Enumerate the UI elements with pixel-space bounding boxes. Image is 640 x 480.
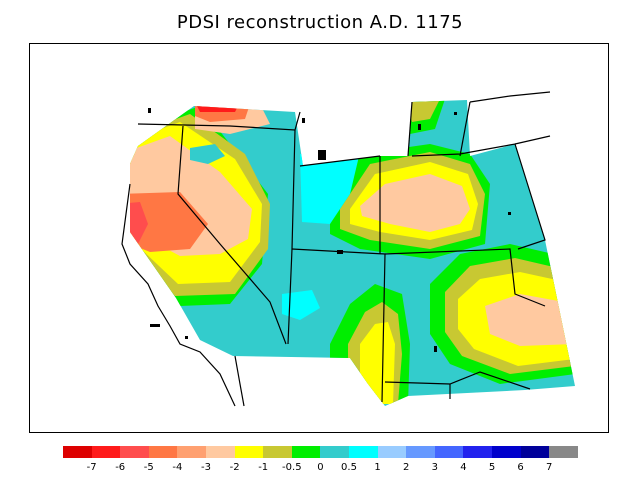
colorbar-swatch [234,446,264,458]
colorbar-swatch [406,446,436,458]
colorbar-swatch [549,446,579,458]
colorbar-swatch [177,446,207,458]
colorbar-swatch [520,446,550,458]
colorbar-tick-label: 2 [403,462,410,473]
colorbar-swatch [434,446,464,458]
colorbar-tick-label: 1 [374,462,381,473]
colorbar-swatch [91,446,121,458]
colorbar-tick-label: -0.5 [282,462,302,473]
colorbar-tick-label: -5 [143,462,154,473]
colorbar-tick-label: -6 [115,462,126,473]
colorbar-swatch [148,446,178,458]
colorbar-swatch [291,446,321,458]
colorbar-swatch [492,446,521,458]
map-title: PDSI reconstruction A.D. 1175 [176,12,464,33]
colorbar-swatch [349,446,378,458]
colorbar-tick-label: 0.5 [341,462,357,473]
colorbar-tick-label: 7 [546,462,553,473]
colorbar-tick-label: -3 [201,462,211,473]
colorbar-tick-label: 0 [317,462,324,473]
colorbar-tick-label: -2 [229,462,240,473]
colorbar-tick-label: -7 [86,462,97,473]
colorbar-swatch [377,446,407,458]
colorbar-tick-label: 6 [517,462,524,473]
colorbar-tick-label: 4 [460,462,467,473]
colorbar-swatch [63,446,92,458]
boundary-lines [121,91,551,407]
map-panel [29,43,609,433]
pdsi-map [121,91,575,407]
lake-markers [148,108,511,352]
colorbar-tick-label: 5 [488,462,496,473]
colorbar-swatch [263,446,293,458]
colorbar-swatch [120,446,150,458]
colorbar-swatch [206,446,235,458]
colorbar-tick-label: 3 [431,462,438,473]
colorbar-swatch [320,446,350,458]
colorbar-tick-label: -4 [172,462,183,473]
colorbar-tick-label: -1 [258,462,269,473]
colorbar-swatch [463,446,493,458]
